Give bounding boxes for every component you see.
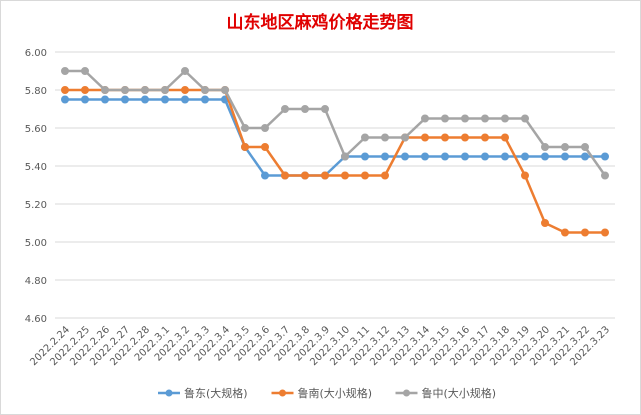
legend-label: 鲁中(大小规格)	[422, 386, 497, 400]
legend-item: 鲁中(大小规格)	[395, 386, 497, 400]
data-point	[501, 133, 509, 142]
data-point	[581, 152, 589, 161]
data-point	[381, 152, 389, 161]
legend-swatch-marker	[403, 389, 410, 397]
y-tick-label: 4.60	[25, 314, 47, 325]
data-point	[121, 95, 129, 104]
data-point	[341, 171, 349, 180]
legend: 鲁东(大规格) 鲁南(大小规格) 鲁中(大小规格)	[158, 386, 496, 400]
data-point	[301, 105, 309, 113]
data-point	[81, 95, 89, 104]
data-point	[241, 143, 249, 151]
data-point	[101, 86, 109, 94]
y-tick-label: 5.60	[25, 124, 47, 135]
data-point	[501, 152, 509, 161]
data-point	[81, 67, 89, 75]
y-tick-label: 4.80	[25, 276, 47, 287]
data-point	[181, 67, 189, 75]
data-point	[401, 152, 409, 161]
data-point	[141, 86, 149, 94]
data-point	[481, 114, 489, 123]
data-point	[561, 143, 569, 151]
data-point	[361, 152, 369, 161]
data-point	[541, 219, 549, 227]
data-point	[341, 152, 349, 161]
data-point	[521, 171, 529, 180]
data-point	[581, 143, 589, 151]
series-2	[61, 67, 609, 180]
y-tick-label: 5.80	[25, 86, 47, 97]
data-point	[361, 171, 369, 180]
data-point	[601, 171, 609, 180]
data-point	[181, 95, 189, 104]
data-point	[541, 152, 549, 161]
chart-title: 山东地区麻鸡价格走势图	[227, 12, 414, 33]
legend-label: 鲁南(大小规格)	[298, 386, 373, 400]
y-tick-label: 5.40	[25, 162, 47, 173]
data-point	[561, 152, 569, 161]
data-point	[441, 114, 449, 123]
data-point	[501, 114, 509, 123]
data-point	[201, 95, 209, 104]
legend-item: 鲁南(大小规格)	[271, 386, 373, 400]
y-tick-label: 6.00	[25, 48, 47, 59]
legend-swatch-marker	[279, 389, 286, 397]
y-axis: 6.00 5.80 5.60 5.40 5.20 5.00 4.80 4.60	[25, 48, 47, 325]
data-point	[261, 124, 269, 132]
data-point	[581, 228, 589, 237]
data-point	[381, 171, 389, 180]
data-point	[601, 228, 609, 237]
data-point	[261, 171, 269, 180]
data-point	[361, 133, 369, 142]
data-point	[221, 86, 229, 94]
data-point	[161, 86, 169, 94]
data-point	[321, 105, 329, 113]
data-point	[481, 133, 489, 142]
data-point	[481, 152, 489, 161]
data-point	[281, 105, 289, 113]
data-point	[561, 228, 569, 237]
data-point	[381, 133, 389, 142]
data-point	[301, 171, 309, 180]
data-point	[441, 133, 449, 142]
data-point	[281, 171, 289, 180]
data-point	[321, 171, 329, 180]
data-point	[401, 133, 409, 142]
y-tick-label: 5.00	[25, 238, 47, 249]
data-point	[521, 114, 529, 123]
data-point	[441, 152, 449, 161]
legend-swatch-marker	[165, 389, 173, 397]
data-point	[121, 86, 129, 94]
series-line	[65, 69, 607, 177]
legend-label: 鲁东(大规格)	[184, 386, 248, 400]
data-point	[81, 86, 89, 94]
data-point	[421, 152, 429, 161]
data-point	[161, 95, 169, 104]
data-point	[101, 95, 109, 104]
data-point	[141, 95, 149, 104]
y-tick-label: 5.20	[25, 200, 47, 211]
data-point	[461, 152, 469, 161]
series-group	[61, 67, 609, 237]
data-point	[61, 86, 69, 94]
data-point	[461, 133, 469, 142]
data-point	[201, 86, 209, 94]
data-point	[181, 86, 189, 94]
data-point	[601, 152, 609, 161]
data-point	[541, 143, 549, 151]
legend-item: 鲁东(大规格)	[158, 386, 248, 400]
data-point	[421, 114, 429, 123]
data-point	[61, 95, 69, 104]
data-point	[61, 67, 69, 75]
data-point	[421, 133, 429, 142]
data-point	[241, 124, 249, 132]
data-point	[461, 114, 469, 123]
data-point	[521, 152, 529, 161]
data-point	[261, 143, 269, 151]
